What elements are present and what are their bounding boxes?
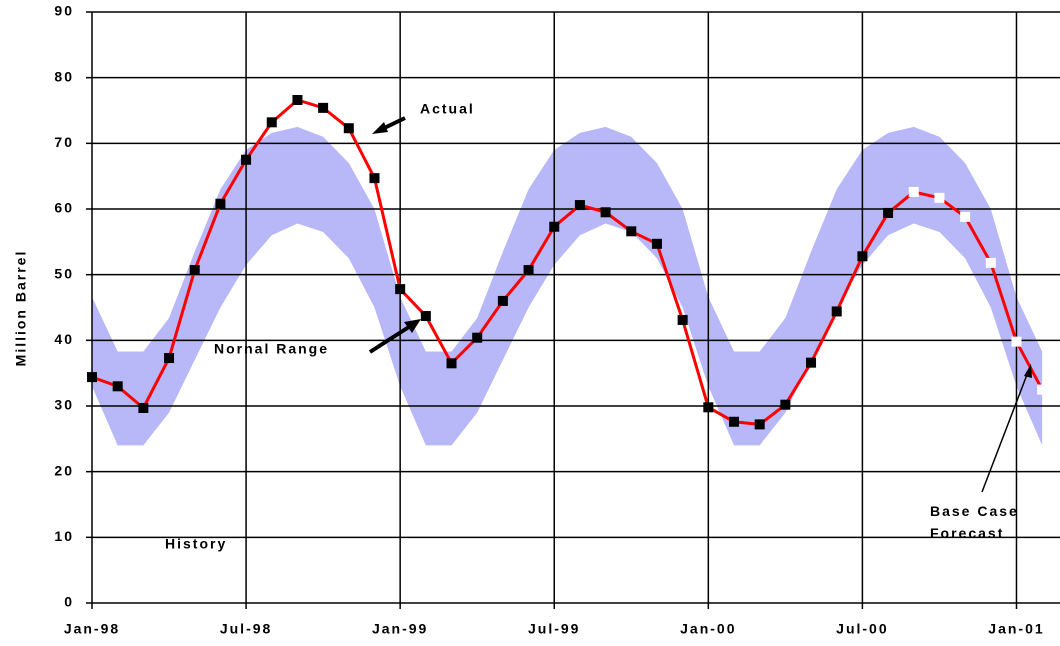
marker xyxy=(420,311,431,322)
plot: 0 10 20 30 40 50 60 70 80 90 Jan-98 Jul-98 Jan-99 Jul… xyxy=(54,3,1060,637)
x-tick-label: Jul-99 xyxy=(528,621,580,637)
y-tick-label: 30 xyxy=(54,397,74,413)
annotation: History xyxy=(165,536,227,552)
marker xyxy=(164,353,175,364)
pointer-line xyxy=(981,371,1029,493)
annotation: Nornal Range xyxy=(214,341,329,357)
x-tick-label: Jan-01 xyxy=(988,621,1044,637)
marker xyxy=(729,416,739,427)
marker xyxy=(806,357,817,368)
marker xyxy=(189,265,200,276)
x-tick-label: Jul-98 xyxy=(220,621,272,637)
y-tick-label: 20 xyxy=(54,462,74,478)
marker xyxy=(523,265,534,276)
marker xyxy=(343,123,354,134)
y-tick-label: 70 xyxy=(54,134,74,150)
arrowhead xyxy=(1024,364,1032,378)
marker xyxy=(241,154,252,165)
marker xyxy=(318,102,329,113)
y-tick-label: 40 xyxy=(54,331,74,347)
marker xyxy=(369,173,380,184)
x-tick-label: Jan-98 xyxy=(64,621,120,637)
arrowhead xyxy=(404,319,421,333)
marker xyxy=(831,306,842,317)
marker xyxy=(677,314,688,325)
arrow xyxy=(368,323,414,354)
marker xyxy=(472,332,483,343)
marker xyxy=(985,257,996,268)
annotation: Actual xyxy=(420,101,475,117)
y-tick-label: 80 xyxy=(54,68,74,84)
y-axis-title: Million Barrel xyxy=(13,250,29,367)
marker xyxy=(600,207,611,218)
marker xyxy=(857,251,868,262)
marker xyxy=(549,221,560,232)
normal-range-band xyxy=(92,126,1043,446)
marker xyxy=(138,402,149,413)
marker xyxy=(497,295,508,306)
marker xyxy=(960,211,971,222)
marker xyxy=(446,358,457,369)
marker xyxy=(574,200,585,211)
y-tick-label: 10 xyxy=(54,528,74,544)
x-tick-label: Jul-00 xyxy=(836,621,888,637)
x-tick-label: Jan-99 xyxy=(372,621,428,637)
marker xyxy=(626,226,637,237)
marker xyxy=(1011,336,1022,347)
marker xyxy=(1037,384,1048,395)
marker xyxy=(395,284,406,295)
arrowhead xyxy=(372,122,388,134)
marker xyxy=(651,238,662,249)
marker xyxy=(883,207,894,218)
y-tick-label: 60 xyxy=(54,200,74,216)
y-tick-label: 0 xyxy=(64,594,74,610)
annotation: Base Case Forecast xyxy=(930,503,1019,541)
x-tick-label: Jan-00 xyxy=(680,621,736,637)
y-tick-label: 50 xyxy=(54,265,74,281)
marker xyxy=(112,381,123,392)
marker xyxy=(780,399,791,410)
marker xyxy=(215,198,226,209)
marker xyxy=(266,117,277,128)
marker xyxy=(908,186,919,197)
marker xyxy=(292,94,303,105)
y-tick-label: 90 xyxy=(54,3,74,19)
marker xyxy=(754,419,765,430)
marker xyxy=(703,402,714,413)
marker xyxy=(87,372,97,383)
marker xyxy=(934,192,945,203)
